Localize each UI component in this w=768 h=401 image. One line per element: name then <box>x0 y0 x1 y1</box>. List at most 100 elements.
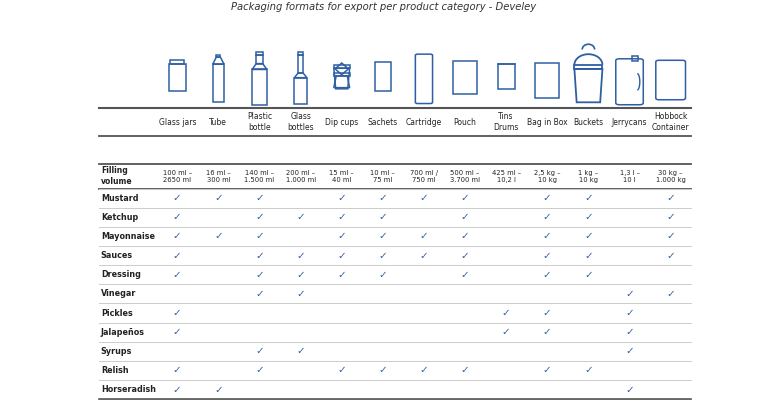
Text: ✓: ✓ <box>337 231 346 241</box>
Text: ✓: ✓ <box>419 231 429 241</box>
Text: Hobbock
Container: Hobbock Container <box>652 112 690 132</box>
Text: ✓: ✓ <box>296 270 305 280</box>
Text: ✓: ✓ <box>255 251 264 261</box>
Text: ✓: ✓ <box>255 231 264 241</box>
Text: ✓: ✓ <box>625 385 634 395</box>
Text: ✓: ✓ <box>419 365 429 375</box>
Text: Syrups: Syrups <box>101 347 132 356</box>
Text: Tins
Drums: Tins Drums <box>494 112 519 132</box>
Text: ✓: ✓ <box>255 365 264 375</box>
Text: Filling
volume: Filling volume <box>101 166 132 186</box>
Text: 425 ml –
10,2 l: 425 ml – 10,2 l <box>492 170 521 183</box>
Text: ✓: ✓ <box>337 365 346 375</box>
Text: ✓: ✓ <box>214 231 223 241</box>
Text: ✓: ✓ <box>296 251 305 261</box>
Text: ✓: ✓ <box>502 308 511 318</box>
Text: ✓: ✓ <box>296 346 305 356</box>
Text: ✓: ✓ <box>379 365 387 375</box>
Text: ✓: ✓ <box>543 327 551 337</box>
Text: ✓: ✓ <box>543 251 551 261</box>
Text: Mustard: Mustard <box>101 194 138 203</box>
Text: Dressing: Dressing <box>101 270 141 279</box>
Text: Plastic
bottle: Plastic bottle <box>247 112 272 132</box>
Text: ✓: ✓ <box>584 193 593 203</box>
Text: 500 ml –
3.700 ml: 500 ml – 3.700 ml <box>450 170 480 183</box>
Text: Relish: Relish <box>101 366 128 375</box>
Text: ✓: ✓ <box>419 193 429 203</box>
Text: Jalapeños: Jalapeños <box>101 328 144 337</box>
Text: Pickles: Pickles <box>101 308 133 318</box>
Text: 10 ml –
75 ml: 10 ml – 75 ml <box>370 170 396 183</box>
Text: ✓: ✓ <box>543 212 551 222</box>
Text: 200 ml –
1.000 ml: 200 ml – 1.000 ml <box>286 170 316 183</box>
Text: ✓: ✓ <box>543 365 551 375</box>
Text: Buckets: Buckets <box>574 118 604 127</box>
Text: ✓: ✓ <box>337 193 346 203</box>
Text: ✓: ✓ <box>502 327 511 337</box>
Text: ✓: ✓ <box>625 327 634 337</box>
Text: ✓: ✓ <box>625 308 634 318</box>
Text: 2,5 kg –
10 kg: 2,5 kg – 10 kg <box>534 170 561 183</box>
Text: Tube: Tube <box>210 118 227 127</box>
Text: ✓: ✓ <box>173 385 182 395</box>
Text: 16 ml –
300 ml: 16 ml – 300 ml <box>206 170 230 183</box>
Text: ✓: ✓ <box>173 308 182 318</box>
Text: ✓: ✓ <box>625 289 634 299</box>
Text: ✓: ✓ <box>461 251 469 261</box>
Text: ✓: ✓ <box>173 212 182 222</box>
Text: Mayonnaise: Mayonnaise <box>101 232 155 241</box>
Text: ✓: ✓ <box>667 251 675 261</box>
Text: Cartridge: Cartridge <box>406 118 442 127</box>
Text: ✓: ✓ <box>461 212 469 222</box>
Text: ✓: ✓ <box>337 251 346 261</box>
Text: ✓: ✓ <box>461 193 469 203</box>
Text: ✓: ✓ <box>337 270 346 280</box>
Text: ✓: ✓ <box>255 270 264 280</box>
Text: ✓: ✓ <box>667 289 675 299</box>
Text: ✓: ✓ <box>379 193 387 203</box>
Text: Pouch: Pouch <box>454 118 476 127</box>
Text: ✓: ✓ <box>255 193 264 203</box>
Text: ✓: ✓ <box>255 346 264 356</box>
Text: ✓: ✓ <box>584 212 593 222</box>
Text: ✓: ✓ <box>379 251 387 261</box>
Text: ✓: ✓ <box>379 270 387 280</box>
Text: ✓: ✓ <box>173 251 182 261</box>
Text: ✓: ✓ <box>543 231 551 241</box>
Text: ✓: ✓ <box>296 212 305 222</box>
Text: Jerrycans: Jerrycans <box>612 118 647 127</box>
Text: ✓: ✓ <box>173 327 182 337</box>
Text: ✓: ✓ <box>667 193 675 203</box>
Text: ✓: ✓ <box>584 365 593 375</box>
Text: ✓: ✓ <box>461 231 469 241</box>
Text: Sauces: Sauces <box>101 251 133 260</box>
Text: Vinegar: Vinegar <box>101 290 136 298</box>
Text: ✓: ✓ <box>214 193 223 203</box>
Text: ✓: ✓ <box>255 212 264 222</box>
Text: ✓: ✓ <box>379 231 387 241</box>
Text: ✓: ✓ <box>214 385 223 395</box>
Text: ✓: ✓ <box>173 193 182 203</box>
Text: ✓: ✓ <box>419 251 429 261</box>
Text: ✓: ✓ <box>584 231 593 241</box>
Text: Sachets: Sachets <box>368 118 398 127</box>
Text: 140 ml –
1.500 ml: 140 ml – 1.500 ml <box>244 170 274 183</box>
Text: ✓: ✓ <box>584 270 593 280</box>
Text: 15 ml –
40 ml: 15 ml – 40 ml <box>329 170 354 183</box>
Text: ✓: ✓ <box>173 270 182 280</box>
Text: ✓: ✓ <box>543 193 551 203</box>
Text: ✓: ✓ <box>543 270 551 280</box>
Text: ✓: ✓ <box>584 251 593 261</box>
Text: ✓: ✓ <box>461 365 469 375</box>
Text: ✓: ✓ <box>255 289 264 299</box>
Text: 100 ml –
2650 ml: 100 ml – 2650 ml <box>163 170 192 183</box>
Text: Ketchup: Ketchup <box>101 213 138 222</box>
Text: 1 kg –
10 kg: 1 kg – 10 kg <box>578 170 598 183</box>
Text: ✓: ✓ <box>173 365 182 375</box>
Text: ✓: ✓ <box>296 289 305 299</box>
Text: ✓: ✓ <box>461 270 469 280</box>
Text: ✓: ✓ <box>667 231 675 241</box>
Text: Dip cups: Dip cups <box>325 118 359 127</box>
Text: Glass
bottles: Glass bottles <box>287 112 314 132</box>
Text: Bag in Box: Bag in Box <box>527 118 568 127</box>
